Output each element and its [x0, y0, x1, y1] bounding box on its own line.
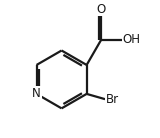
Text: N: N: [32, 87, 41, 100]
Text: Br: Br: [106, 93, 119, 106]
Text: OH: OH: [123, 33, 141, 46]
Text: O: O: [96, 3, 106, 16]
